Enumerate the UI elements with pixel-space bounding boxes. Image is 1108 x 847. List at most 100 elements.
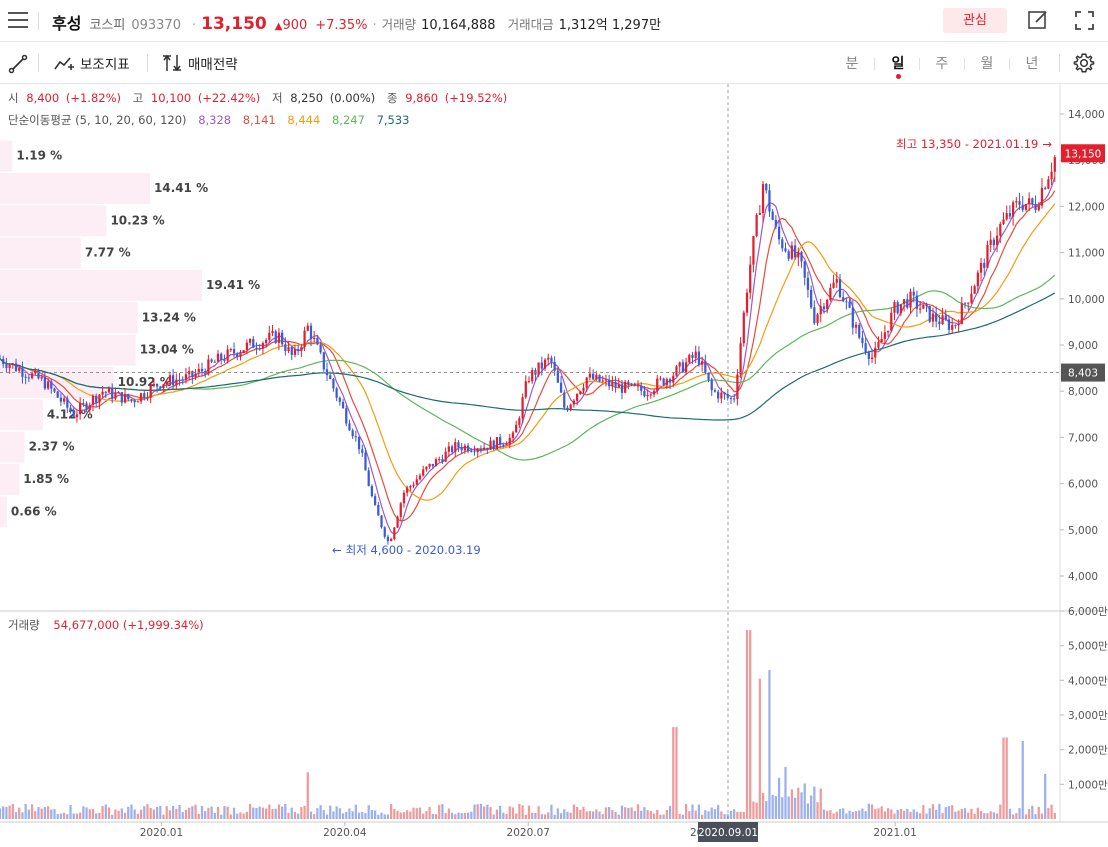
- indicators-label: 보조지표: [80, 57, 130, 73]
- ma60-value: 8,247: [332, 113, 365, 127]
- candle-body: [104, 391, 107, 393]
- candle-body: [422, 469, 425, 476]
- volume-bar: [774, 796, 777, 819]
- candle-body: [1034, 203, 1037, 211]
- volume-bar: [563, 809, 566, 819]
- volume-bar: [431, 813, 434, 819]
- candle-body: [845, 301, 848, 303]
- candle-body: [184, 374, 188, 380]
- volume-bar: [659, 814, 662, 819]
- volume-profile-bar: [0, 431, 25, 463]
- strategy-button[interactable]: 매매전략: [162, 52, 238, 74]
- chart-toolbar: 보조지표 매매전략 분 일 주 월 년: [0, 42, 1108, 84]
- candle-body: [1044, 187, 1047, 189]
- volume-bar: [768, 669, 771, 819]
- volume-bar: [922, 805, 925, 819]
- candle-body: [851, 307, 854, 328]
- stock-name[interactable]: 후성: [52, 14, 82, 33]
- candle-body: [168, 375, 172, 382]
- edit-icon[interactable]: [1027, 9, 1049, 31]
- volume-bar: [386, 814, 390, 819]
- divider: [1009, 58, 1010, 70]
- candle-body: [963, 303, 967, 305]
- volume-bar: [931, 804, 935, 819]
- volume-bar: [165, 806, 168, 819]
- volume-bar: [463, 812, 467, 819]
- candle-body: [579, 391, 582, 394]
- volume-bar: [531, 812, 534, 819]
- volume-bar: [181, 812, 184, 819]
- volume-bar: [540, 814, 543, 819]
- price-chart[interactable]: 1.19 % 14.41 % 10.23 % 7.77 % 19.41 % 13.24 %…: [0, 84, 1108, 847]
- volume-bar: [649, 810, 652, 819]
- volume-bar: [928, 808, 931, 819]
- volume-bar: [941, 813, 944, 819]
- volume-bar: [758, 678, 761, 819]
- candle-body: [810, 289, 813, 308]
- volume-bar: [18, 807, 21, 819]
- volume-profile-bar: [0, 496, 7, 528]
- volume-bar: [793, 797, 797, 819]
- volume-bar: [377, 814, 380, 819]
- stock-summary: 후성 코스피 093370 · 13,150 ▲900 +7.35% · 거래량…: [52, 10, 673, 34]
- volume-bar: [665, 810, 668, 819]
- hamburger-menu-icon[interactable]: [8, 12, 28, 30]
- volume-profile-bar: [0, 302, 138, 334]
- tab-minute[interactable]: 분: [845, 56, 859, 72]
- volume-bar: [162, 814, 165, 819]
- volume-bar: [460, 813, 463, 819]
- volume-bar: [367, 805, 370, 819]
- divider: [1059, 54, 1060, 72]
- candle-body: [386, 536, 390, 542]
- candle-body: [8, 365, 11, 369]
- amount-value: 1,312억 1,297만: [558, 18, 662, 33]
- candle-body: [822, 306, 826, 310]
- volume-bar: [396, 810, 399, 819]
- volume-bar: [973, 813, 976, 819]
- volume-y-label: 5,000만: [1068, 641, 1108, 653]
- volume-bar: [505, 814, 508, 819]
- candle-body: [787, 251, 790, 259]
- volume-bar: [62, 812, 66, 819]
- volume-bar: [149, 807, 152, 819]
- volume-bar: [454, 814, 457, 819]
- drawing-tool-icon[interactable]: [8, 54, 28, 74]
- volume-bar: [335, 806, 338, 819]
- volume-bar: [880, 806, 883, 819]
- low-pct: (0.00%): [330, 91, 376, 105]
- volume-bar: [675, 727, 678, 819]
- volume-bar: [851, 811, 854, 819]
- candle-body: [890, 312, 893, 331]
- volume-bar: [1031, 805, 1034, 819]
- tab-month[interactable]: 월: [980, 56, 994, 72]
- volume-bar: [707, 811, 710, 819]
- tab-day[interactable]: 일: [891, 56, 905, 72]
- candle-body: [556, 370, 559, 383]
- candle-body: [197, 368, 200, 374]
- candle-body: [79, 403, 82, 415]
- volume-bar: [69, 805, 72, 819]
- indicators-button[interactable]: 보조지표: [54, 52, 130, 74]
- high-annotation-text: 최고 13,350 - 2021.01.19: [896, 137, 1038, 151]
- volume-bar: [915, 811, 919, 819]
- volume-bar: [957, 810, 960, 819]
- candle-body: [373, 496, 377, 506]
- candle-body: [143, 393, 146, 398]
- tab-week[interactable]: 주: [935, 56, 949, 72]
- candle-body: [919, 308, 922, 310]
- settings-gear-icon[interactable]: [1073, 52, 1095, 74]
- candle-body: [316, 338, 319, 345]
- favorite-button[interactable]: 관심: [943, 8, 1007, 33]
- tab-year[interactable]: 년: [1025, 56, 1039, 72]
- volume-bar: [511, 807, 515, 819]
- y-axis-label: 10,000: [1068, 294, 1105, 306]
- volume-bar: [345, 811, 348, 819]
- candle-body: [499, 437, 502, 445]
- fullscreen-icon[interactable]: [1074, 10, 1095, 31]
- candle-body: [838, 279, 842, 298]
- candle-body: [1018, 201, 1021, 205]
- volume-bar: [508, 806, 511, 819]
- candle-body: [175, 379, 178, 386]
- volume-bar: [784, 767, 787, 819]
